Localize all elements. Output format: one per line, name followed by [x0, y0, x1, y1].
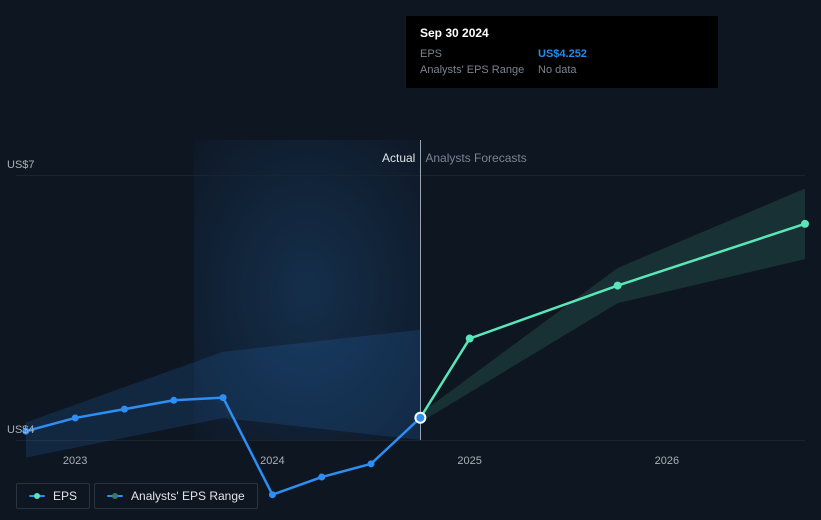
chart-tooltip: Sep 30 2024 EPSUS$4.252Analysts' EPS Ran…: [406, 16, 718, 88]
x-axis-tick-label: 2026: [655, 455, 679, 467]
eps-actual-marker: [220, 394, 227, 401]
eps-forecast-marker: [801, 220, 809, 228]
legend-label: Analysts' EPS Range: [131, 489, 245, 503]
range-future-area: [420, 189, 805, 423]
hover-marker: [415, 413, 425, 423]
eps-actual-marker: [269, 491, 276, 498]
region-label-forecast: Analysts Forecasts: [425, 151, 526, 165]
plot-area[interactable]: 2023202420252026 ActualAnalysts Forecast…: [16, 140, 805, 440]
tooltip-key: Analysts' EPS Range: [420, 64, 538, 76]
tooltip-title: Sep 30 2024: [420, 26, 704, 40]
y-axis-tick-label: US$7: [7, 159, 35, 171]
legend-item[interactable]: EPS: [16, 483, 90, 509]
legend-swatch-icon: [29, 492, 45, 500]
eps-actual-marker: [72, 414, 79, 421]
eps-forecast-chart: Sep 30 2024 EPSUS$4.252Analysts' EPS Ran…: [0, 0, 821, 520]
eps-actual-marker: [368, 460, 375, 467]
chart-svg: [16, 140, 805, 440]
legend-swatch-icon: [107, 492, 123, 500]
tooltip-row: Analysts' EPS RangeNo data: [420, 62, 704, 78]
eps-forecast-marker: [466, 335, 474, 343]
tooltip-key: EPS: [420, 48, 538, 60]
x-axis-tick-label: 2023: [63, 455, 87, 467]
region-label-actual: Actual: [382, 151, 415, 165]
range-past-area: [26, 330, 421, 458]
tooltip-row: EPSUS$4.252: [420, 46, 704, 62]
eps-actual-marker: [170, 397, 177, 404]
eps-actual-marker: [318, 474, 325, 481]
chart-legend: EPS Analysts' EPS Range: [16, 483, 258, 509]
eps-actual-marker: [121, 406, 128, 413]
x-axis-tick-label: 2025: [457, 455, 481, 467]
tooltip-value: US$4.252: [538, 48, 587, 60]
legend-label: EPS: [53, 489, 77, 503]
eps-forecast-marker: [614, 282, 622, 290]
y-axis-tick-label: US$4: [7, 424, 35, 436]
x-axis-tick-label: 2024: [260, 455, 284, 467]
gridline: [16, 440, 805, 441]
tooltip-value: No data: [538, 64, 577, 76]
legend-item[interactable]: Analysts' EPS Range: [94, 483, 258, 509]
